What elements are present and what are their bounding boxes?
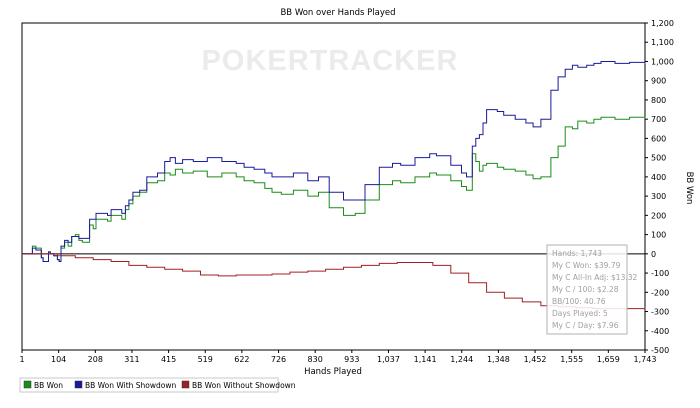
y-tick-label: 900 (651, 77, 666, 86)
x-tick-label: 1,659 (597, 355, 620, 364)
plot-area (21, 22, 646, 351)
stats-line: My C Won: $39.79 (552, 261, 621, 270)
x-tick-label: 726 (271, 355, 286, 364)
x-axis: 1 104 208 311 415 519 622 726 830 933 1,037 1,141 1,… (19, 350, 656, 364)
y-tick-label: -500 (651, 346, 669, 355)
x-tick-label: 104 (51, 355, 66, 364)
x-tick-label: 1,037 (377, 355, 400, 364)
x-tick-label: 1,141 (414, 355, 437, 364)
chart-title: BB Won over Hands Played (280, 8, 395, 18)
stats-line: Hands: 1,743 (552, 249, 602, 258)
x-tick-label: 1 (19, 355, 24, 364)
legend-swatch (23, 380, 32, 389)
legend-swatch (181, 380, 190, 389)
legend-label: BB Won With Showdown (85, 381, 177, 390)
y-tick-label: 800 (651, 96, 666, 105)
stats-line: BB/100: 40.76 (552, 297, 606, 306)
x-tick-label: 830 (308, 355, 323, 364)
stats-box: Hands: 1,743 My C Won: $39.79 My C All-In … (546, 244, 637, 335)
y-axis: 1,200 1,100 1,000 900 800 700 600 500 400 300 200 1… (645, 19, 674, 355)
y-tick-label: 100 (651, 231, 666, 240)
y-axis-label: BB Won (684, 172, 694, 205)
legend-label: BB Won (34, 381, 63, 390)
y-tick-label: 0 (651, 250, 656, 259)
y-tick-label: 1,200 (651, 19, 674, 28)
x-tick-label: 1,555 (560, 355, 583, 364)
x-tick-label: 1,743 (634, 355, 657, 364)
watermark: POKERTRACKER (202, 45, 459, 77)
x-tick-label: 519 (198, 355, 213, 364)
y-tick-label: 200 (651, 211, 666, 220)
series-line-3 (22, 253, 646, 310)
y-tick-label: -400 (651, 327, 669, 336)
legend-label: BB Won Without Showdown (192, 381, 296, 390)
stats-line: Days Played: 5 (552, 309, 608, 318)
x-axis-label: Hands Played (304, 367, 362, 377)
y-tick-label: 600 (651, 134, 666, 143)
y-tick-label: 700 (651, 115, 666, 124)
y-tick-label: -300 (651, 308, 669, 317)
legend-swatch (74, 380, 83, 389)
legend: BB Won BB Won With Showdown BB Won Without… (19, 377, 296, 393)
series-line-2 (22, 61, 646, 262)
x-tick-label: 933 (344, 355, 359, 364)
y-tick-label: -100 (651, 269, 669, 278)
x-tick-label: 415 (161, 355, 176, 364)
x-tick-label: 622 (234, 355, 249, 364)
x-tick-label: 1,244 (450, 355, 473, 364)
x-tick-label: 208 (88, 355, 103, 364)
y-tick-label: 400 (651, 173, 666, 182)
y-tick-label: 1,100 (651, 38, 674, 47)
y-tick-label: 500 (651, 154, 666, 163)
stats-line: My C / 100: $2.28 (552, 285, 619, 294)
x-tick-label: 1,452 (524, 355, 547, 364)
y-tick-label: 1,000 (651, 57, 674, 66)
stats-line: My C / Day: $7.96 (552, 321, 619, 330)
x-tick-label: 311 (124, 355, 139, 364)
y-tick-label: 300 (651, 192, 666, 201)
series-layer (22, 61, 646, 310)
y-tick-label: -200 (651, 288, 669, 297)
stats-line: My C All-In Adj: $13.32 (552, 273, 637, 282)
x-tick-label: 1,348 (487, 355, 510, 364)
